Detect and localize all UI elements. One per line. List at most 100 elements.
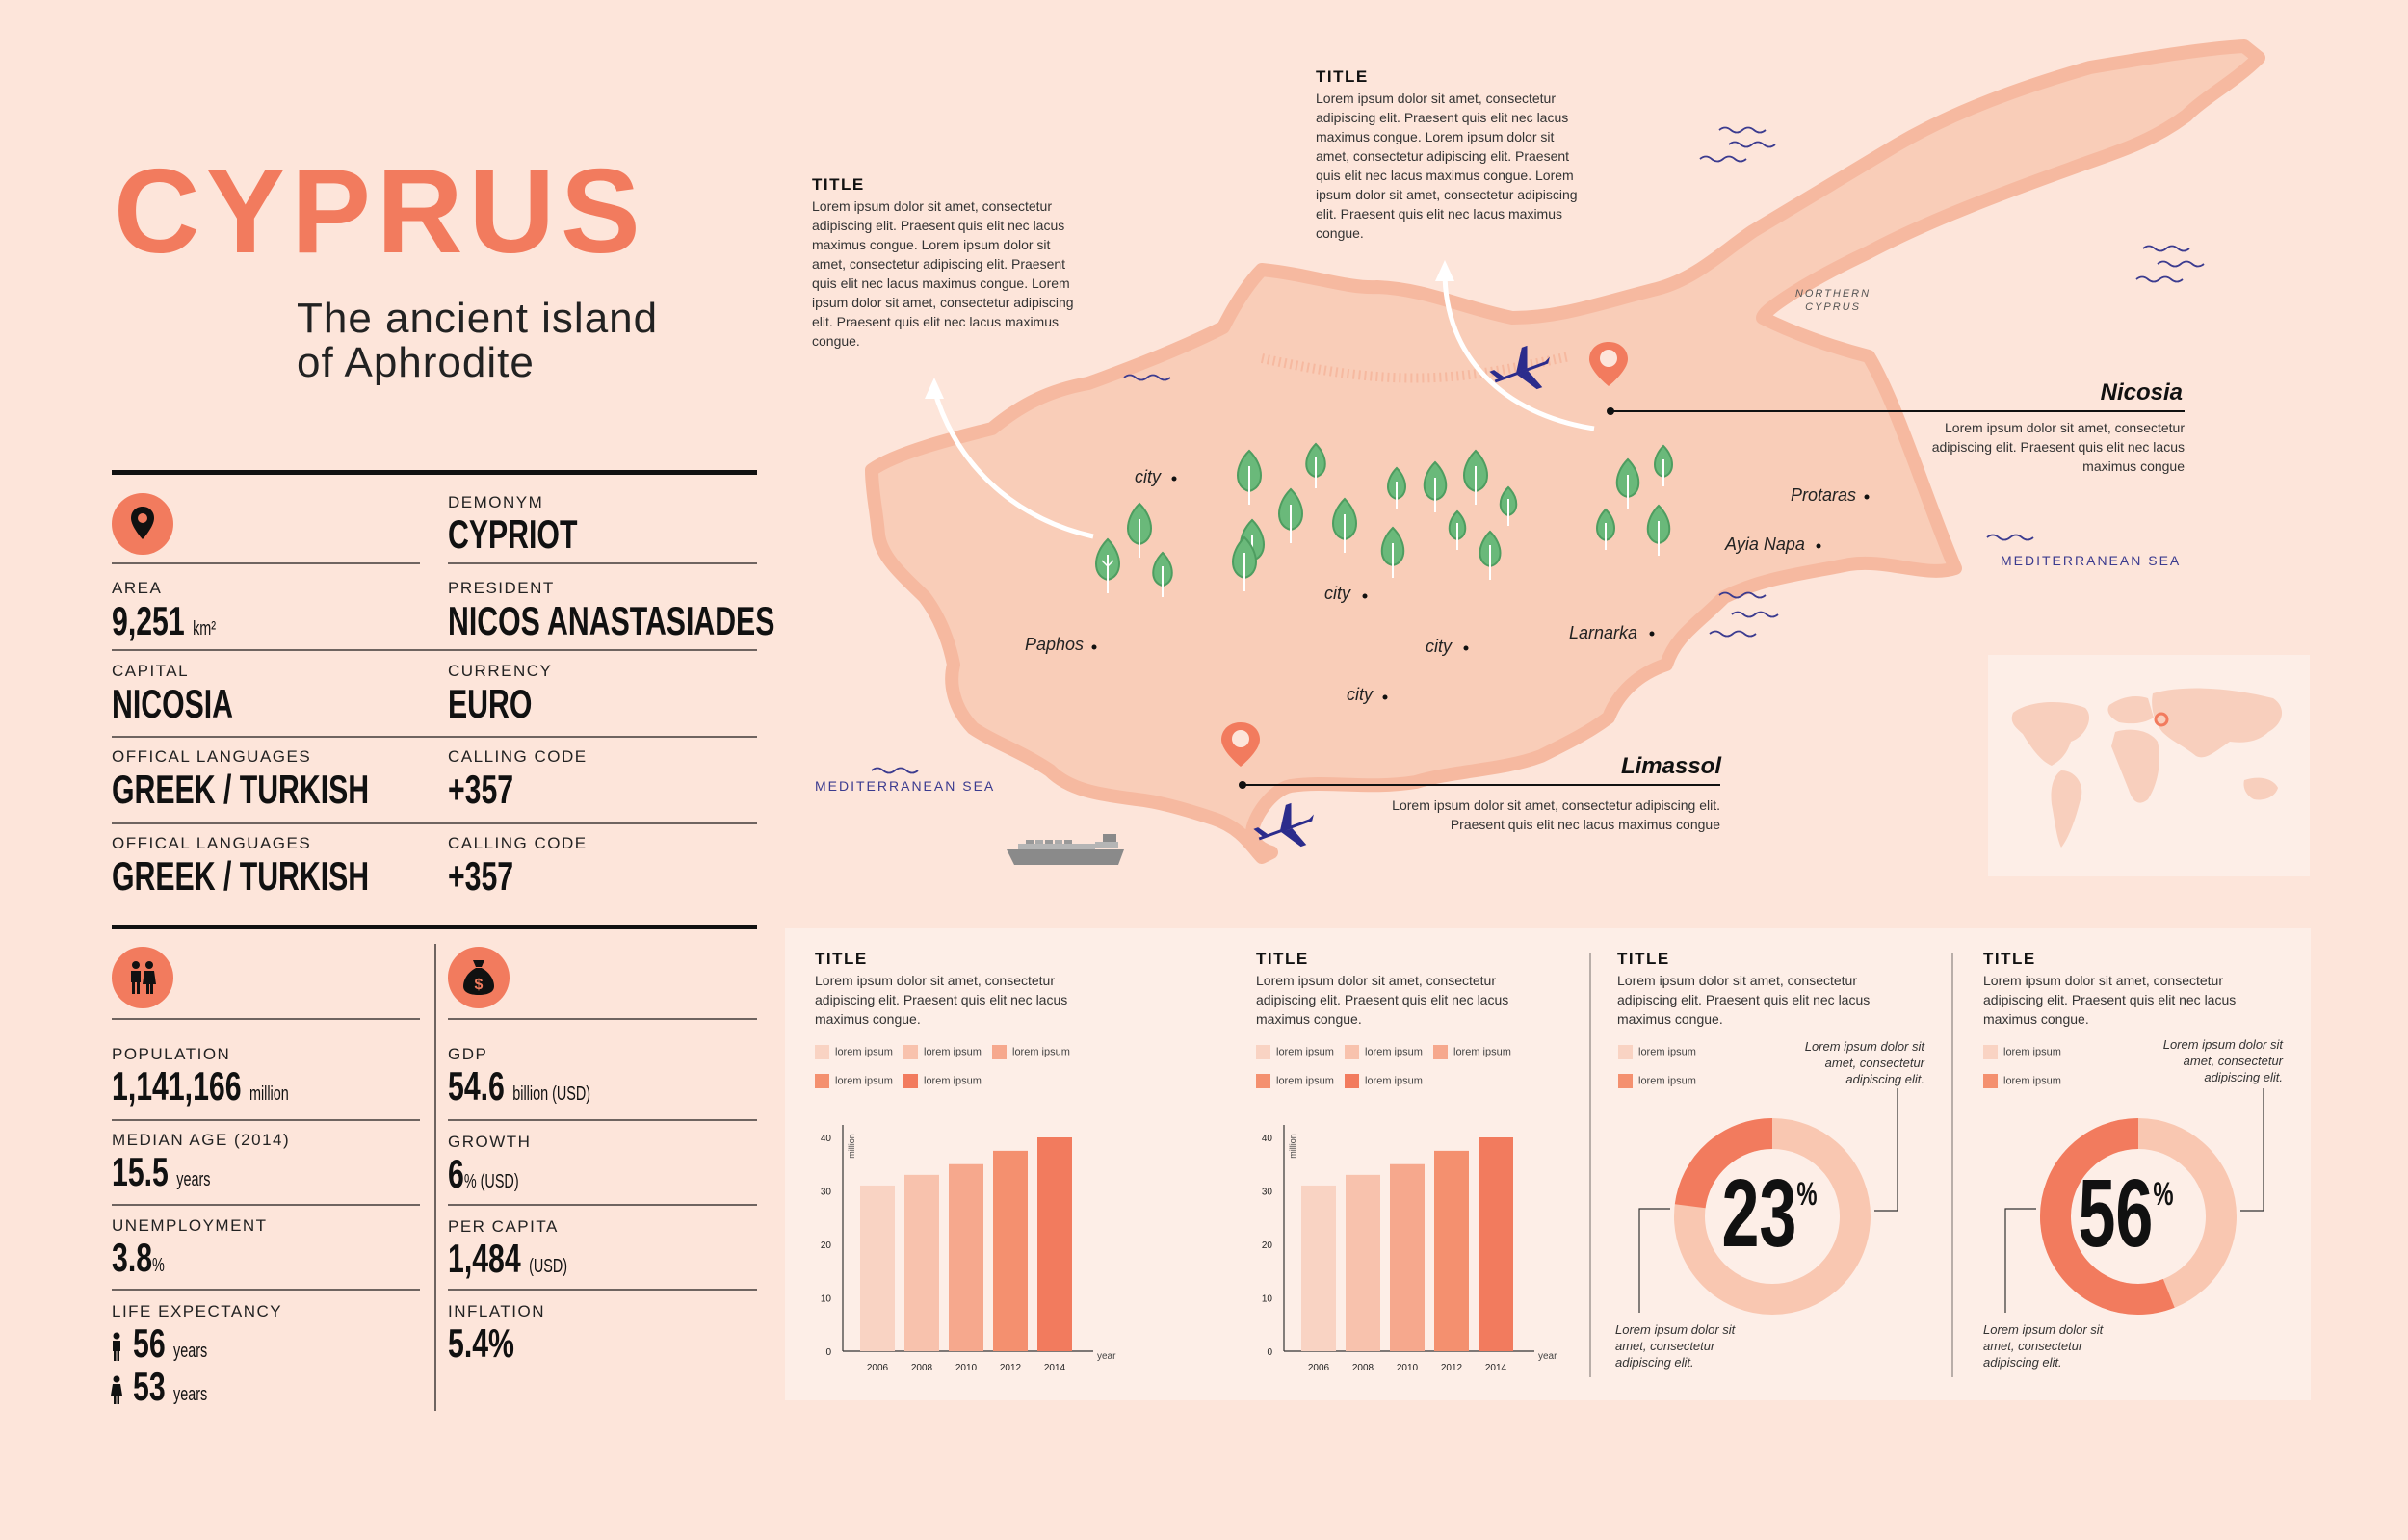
people-icon xyxy=(112,947,173,1008)
legend-item: lorem ipsum xyxy=(1256,1074,1334,1088)
inflation-value: 5.4% xyxy=(448,1320,514,1366)
tree-icon xyxy=(1095,537,1120,593)
languages-label: OFFICAL LANGUAGES xyxy=(112,834,312,852)
divider xyxy=(112,736,757,738)
bar xyxy=(1037,1137,1072,1351)
bar xyxy=(904,1174,939,1351)
city-label-ayia-napa: Ayia Napa xyxy=(1725,535,1805,554)
currency-value: EURO xyxy=(448,681,533,726)
donut-note: Lorem ipsum dolor sit amet, consectetur … xyxy=(2162,1037,2283,1084)
subtitle-line-1: The ancient island xyxy=(297,295,659,342)
languages-label: OFFICAL LANGUAGES xyxy=(112,747,312,766)
tree-icon xyxy=(1654,444,1673,486)
legend-item: lorem ipsum xyxy=(992,1045,1070,1059)
chart-description: Lorem ipsum dolor sit amet, consectetur … xyxy=(1256,973,1509,1027)
per-capita-value: 1,484 (USD) xyxy=(448,1236,568,1281)
area-label: AREA xyxy=(112,579,163,597)
divider xyxy=(112,562,420,564)
chart-description: Lorem ipsum dolor sit amet, consectetur … xyxy=(815,973,1068,1027)
legend-item: lorem ipsum xyxy=(1256,1045,1334,1059)
bar xyxy=(1301,1185,1336,1351)
male-icon xyxy=(113,1332,120,1361)
legend-item: lorem ipsum xyxy=(903,1074,982,1088)
limassol-label: Limassol xyxy=(1620,753,1721,779)
legend-item: lorem ipsum xyxy=(815,1074,893,1088)
donut-chart-1 xyxy=(1638,1088,1898,1315)
tree-icon xyxy=(1615,457,1640,509)
y-tick-label: 10 xyxy=(1262,1294,1273,1305)
donut-2-percentage: 56% xyxy=(2078,1160,2174,1267)
divider xyxy=(112,649,757,651)
tree-icon xyxy=(1127,502,1152,558)
nicosia-dot xyxy=(1607,407,1614,415)
chart-description: Lorem ipsum dolor sit amet, consectetur … xyxy=(1617,973,1871,1027)
growth-label: GROWTH xyxy=(448,1133,532,1151)
map-left-text: Lorem ipsum dolor sit amet, consectetur … xyxy=(812,198,1074,349)
divider xyxy=(112,822,757,824)
tree-icon xyxy=(1646,504,1671,556)
tree-icon xyxy=(1380,526,1405,578)
donut-note: Lorem ipsum dolor sit amet, consectetur … xyxy=(1983,1322,2104,1370)
limassol-pin-icon xyxy=(1221,722,1260,767)
donut-leader xyxy=(1874,1088,1898,1212)
city-label: city xyxy=(1426,637,1452,656)
y-tick-label: 0 xyxy=(1267,1347,1272,1358)
legend-item: lorem ipsum xyxy=(815,1045,893,1059)
donut-segment xyxy=(1674,1118,1871,1315)
donut-1-percentage: 23% xyxy=(1721,1160,1818,1267)
legend-item: lorem ipsum xyxy=(1983,1045,2061,1059)
city-label-paphos: Paphos xyxy=(1025,635,1085,654)
map-left-title: TITLE xyxy=(812,175,865,194)
island-shape xyxy=(865,39,2265,864)
cyprus-marker-icon xyxy=(2154,712,2169,727)
northern-cyprus-label: NORTHERN CYPRUS xyxy=(1794,288,1871,313)
y-tick-label: 40 xyxy=(821,1134,832,1144)
trees xyxy=(1095,442,1673,597)
legend-item: lorem ipsum xyxy=(1433,1045,1511,1059)
divider xyxy=(112,1289,420,1291)
legend-item: lorem ipsum xyxy=(903,1045,982,1059)
x-tick-label: 2014 xyxy=(1485,1363,1507,1373)
y-tick-label: 20 xyxy=(1262,1240,1273,1251)
legend-item: lorem ipsum xyxy=(1618,1045,1696,1059)
per-capita-label: PER CAPITA xyxy=(448,1217,559,1236)
plane-icon xyxy=(1489,345,1550,390)
donut-leader xyxy=(1638,1208,1670,1313)
y-tick-label: 30 xyxy=(1262,1188,1273,1198)
bar xyxy=(1390,1163,1425,1351)
y-axis-label: million xyxy=(1288,1134,1297,1159)
money-bag-icon: $ xyxy=(448,947,510,1008)
bar xyxy=(860,1185,895,1351)
calling-code-label: CALLING CODE xyxy=(448,747,588,766)
city-label: city xyxy=(1324,584,1350,603)
chart-description: Lorem ipsum dolor sit amet, consectetur … xyxy=(1983,973,2237,1027)
x-tick-label: 2006 xyxy=(1308,1363,1330,1373)
x-tick-label: 2012 xyxy=(1000,1363,1022,1373)
legend-item: lorem ipsum xyxy=(1618,1074,1696,1088)
subtitle-line-2: of Aphrodite xyxy=(297,339,535,386)
column-divider xyxy=(434,944,436,1411)
languages-value: GREEK / TURKISH xyxy=(112,767,370,812)
city-label: city xyxy=(1347,685,1373,704)
divider xyxy=(448,1119,757,1121)
bar xyxy=(1479,1137,1513,1351)
x-tick-label: 2014 xyxy=(1044,1363,1066,1373)
panel-divider xyxy=(1951,953,1953,1377)
x-axis-label: year xyxy=(1538,1351,1557,1362)
chart-title: TITLE xyxy=(1256,950,1309,968)
life-expectancy-label: LIFE EXPECTANCY xyxy=(112,1302,283,1320)
languages-value: GREEK / TURKISH xyxy=(112,853,370,899)
city-label-larnarka: Larnarka xyxy=(1569,623,1638,642)
world-map xyxy=(2011,688,2283,848)
tree-icon xyxy=(1278,487,1303,543)
divider xyxy=(112,1204,420,1206)
donut-leader xyxy=(2004,1208,2036,1313)
city-label: city xyxy=(1135,467,1161,486)
tree-icon xyxy=(1305,442,1326,488)
nicosia-pin-icon xyxy=(1589,342,1628,386)
legend-item: lorem ipsum xyxy=(1983,1074,2061,1088)
waves xyxy=(871,126,2205,774)
tree-icon xyxy=(1237,449,1262,505)
tree-icon xyxy=(1463,449,1488,505)
